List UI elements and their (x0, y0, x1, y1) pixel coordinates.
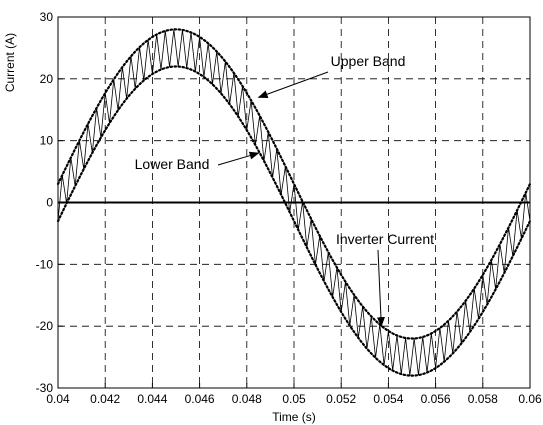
annotation-label: Lower Band (135, 156, 210, 172)
x-axis-label: Time (s) (272, 410, 316, 424)
x-tick-label: 0.058 (468, 392, 498, 406)
y-tick-label: 10 (40, 134, 54, 148)
annotations: Upper Band Lower Band Inverter Current (135, 53, 434, 328)
x-tick-label: 0.046 (185, 392, 215, 406)
annotation-arrow (217, 151, 260, 166)
ticks: 0.04 0.042 0.044 0.046 0.048 0.05 0.052 0.054 0.… (36, 10, 542, 406)
y-tick-label: -10 (36, 257, 54, 271)
y-tick-label: 30 (40, 10, 54, 24)
annotation-arrow (376, 249, 385, 328)
annotation-arrow (257, 71, 329, 99)
x-tick-label: 0.052 (326, 392, 356, 406)
x-tick-label: 0.044 (137, 392, 167, 406)
x-tick-label: 0.05 (282, 392, 306, 406)
grid (58, 17, 530, 388)
annotation-label: Upper Band (331, 53, 406, 69)
annotation-label: Inverter Current (336, 231, 434, 247)
y-tick-label: -30 (36, 381, 54, 395)
x-tick-label: 0.042 (90, 392, 120, 406)
x-tick-label: 0.04 (46, 392, 70, 406)
x-tick-label: 0.048 (232, 392, 262, 406)
y-tick-label: -20 (36, 319, 54, 333)
x-tick-label: 0.056 (421, 392, 451, 406)
y-tick-label: 20 (40, 72, 54, 86)
inverter-current-line (57, 29, 531, 376)
lower-band-line (56, 65, 532, 377)
series-layer (56, 28, 532, 377)
x-tick-label: 0.06 (518, 392, 542, 406)
y-axis-label: Current (A) (3, 33, 17, 92)
y-tick-label: 0 (46, 196, 53, 210)
x-tick-label: 0.054 (373, 392, 403, 406)
